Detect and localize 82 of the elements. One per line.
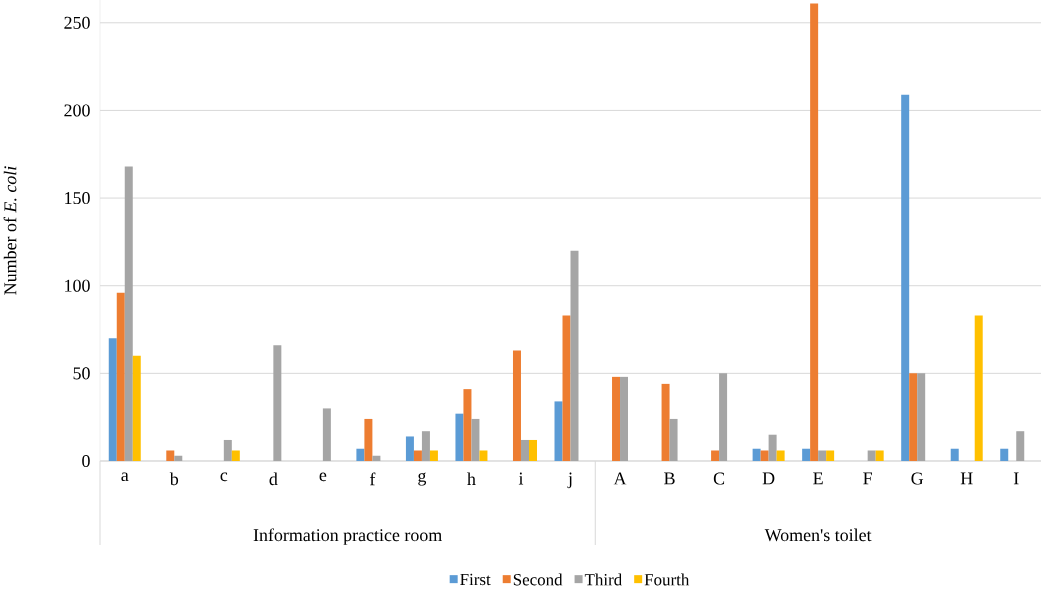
bar <box>273 345 282 461</box>
bar <box>124 166 133 461</box>
text: Information practice room <box>253 528 442 545</box>
y-tick-label: 200 <box>64 104 90 117</box>
y-tick-label: 150 <box>65 192 90 205</box>
x-tick-label: i <box>518 472 524 485</box>
bar <box>818 450 827 461</box>
bar <box>974 315 983 461</box>
y-tick-label: 0 <box>82 454 90 468</box>
bar <box>1000 448 1009 461</box>
x-tick-label: A <box>613 472 627 485</box>
bar <box>620 376 629 461</box>
bar <box>429 450 438 461</box>
bar <box>116 292 125 461</box>
bar <box>826 450 835 461</box>
bar <box>528 439 537 461</box>
legend-label: First <box>460 573 491 586</box>
x-tick-label: G <box>911 472 924 485</box>
x-tick-label: f <box>369 472 376 486</box>
bar <box>520 439 529 461</box>
bar <box>760 450 769 461</box>
bar <box>562 315 571 461</box>
x-tick-label: c <box>220 472 228 482</box>
bar <box>405 436 414 461</box>
bar <box>166 450 175 461</box>
y-tick-label: 250 <box>64 16 90 29</box>
x-tick-label: e <box>319 472 327 482</box>
x-tick-label: F <box>863 472 873 485</box>
x-tick-label: g <box>418 472 427 486</box>
x-tick-label: a <box>121 472 129 482</box>
bar <box>372 455 381 461</box>
x-tick-label: D <box>762 472 775 485</box>
x-tick-label: B <box>664 472 675 485</box>
bar <box>909 373 918 461</box>
bar <box>950 448 959 461</box>
bar <box>174 455 183 461</box>
bar <box>867 450 876 461</box>
x-tick-label: C <box>713 472 725 485</box>
bar <box>1016 431 1025 461</box>
x-tick-label: H <box>960 472 973 485</box>
y-tick-label: 50 <box>73 367 90 380</box>
legend-label: Third <box>584 573 622 586</box>
x-tick-label: j <box>567 472 572 489</box>
y-axis-title: Number of E. coli <box>3 166 17 295</box>
bar <box>322 408 331 461</box>
bar <box>768 434 777 461</box>
text: Women's toilet <box>764 528 872 542</box>
bar <box>479 450 488 461</box>
bar <box>108 338 117 461</box>
bar <box>455 413 464 461</box>
bar <box>776 450 785 461</box>
legend-label: Fourth <box>644 573 690 586</box>
bar <box>802 448 811 461</box>
bar <box>661 383 670 461</box>
bar <box>364 418 373 461</box>
bar <box>223 439 232 461</box>
y-tick-label: 100 <box>65 279 90 292</box>
bar <box>421 431 430 461</box>
x-tick-label: E <box>813 472 823 485</box>
x-tick-label: b <box>169 472 179 486</box>
bar <box>471 418 480 461</box>
bar <box>413 450 422 461</box>
bar <box>752 448 761 461</box>
legend-label: Second <box>513 573 563 586</box>
bar <box>711 450 720 461</box>
bar <box>512 350 521 461</box>
bar <box>356 448 365 461</box>
bar <box>612 376 621 461</box>
bar <box>875 450 884 461</box>
x-tick-label: d <box>269 472 278 486</box>
bar <box>570 250 579 461</box>
bar <box>901 94 910 461</box>
bar <box>231 450 240 461</box>
bar <box>917 373 926 461</box>
bar <box>810 3 819 461</box>
bar <box>669 418 678 461</box>
bar <box>554 401 563 461</box>
bar <box>463 389 472 461</box>
x-tick-label: I <box>1013 472 1019 485</box>
x-tick-label: h <box>467 472 476 485</box>
bar <box>719 373 728 461</box>
bar <box>132 355 141 461</box>
